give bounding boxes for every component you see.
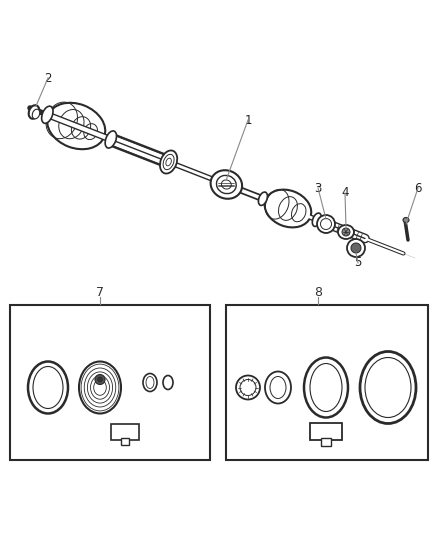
- Ellipse shape: [105, 131, 117, 148]
- Ellipse shape: [160, 150, 177, 174]
- Ellipse shape: [403, 217, 409, 222]
- Text: 1: 1: [244, 114, 252, 126]
- Ellipse shape: [312, 213, 321, 227]
- Ellipse shape: [304, 358, 348, 417]
- Text: 8: 8: [314, 286, 322, 298]
- Ellipse shape: [79, 361, 121, 414]
- Ellipse shape: [236, 376, 260, 400]
- Bar: [111, 424, 139, 440]
- Bar: [310, 423, 342, 440]
- Ellipse shape: [98, 377, 102, 382]
- Ellipse shape: [29, 105, 39, 119]
- Bar: [10, 305, 210, 460]
- Text: 7: 7: [96, 286, 104, 298]
- Ellipse shape: [216, 175, 236, 193]
- Ellipse shape: [95, 375, 105, 384]
- Bar: [226, 305, 428, 460]
- Text: 2: 2: [44, 71, 52, 85]
- Ellipse shape: [42, 106, 53, 123]
- Ellipse shape: [351, 243, 361, 253]
- Ellipse shape: [338, 225, 354, 239]
- Ellipse shape: [258, 192, 268, 205]
- Text: 4: 4: [341, 187, 349, 199]
- Text: 6: 6: [414, 182, 422, 195]
- Ellipse shape: [32, 109, 40, 119]
- Ellipse shape: [310, 364, 342, 411]
- Ellipse shape: [265, 190, 311, 228]
- Ellipse shape: [143, 374, 157, 392]
- Bar: [321, 438, 331, 446]
- Ellipse shape: [33, 367, 63, 408]
- Ellipse shape: [163, 376, 173, 390]
- Ellipse shape: [317, 215, 335, 233]
- Bar: [121, 438, 129, 445]
- Ellipse shape: [47, 103, 105, 149]
- Ellipse shape: [28, 361, 68, 414]
- Ellipse shape: [360, 351, 416, 424]
- Ellipse shape: [265, 372, 291, 403]
- Ellipse shape: [342, 228, 350, 236]
- Text: 3: 3: [314, 182, 321, 195]
- Ellipse shape: [365, 358, 411, 417]
- Text: 5: 5: [354, 256, 362, 270]
- Ellipse shape: [211, 170, 242, 199]
- Ellipse shape: [347, 239, 365, 257]
